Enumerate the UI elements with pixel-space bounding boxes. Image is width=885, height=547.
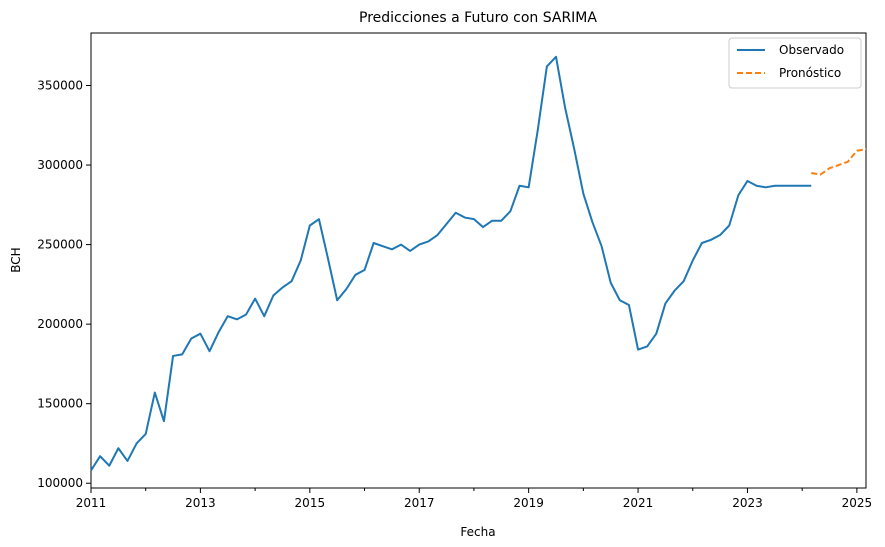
legend-label-observado: Observado <box>779 43 844 57</box>
x-tick-label: 2019 <box>513 496 544 510</box>
x-axis: 2011 2013 2015 2017 2019 2021 2023 2025 <box>76 488 872 510</box>
series-line-observado <box>90 55 812 472</box>
legend-label-pronostico: Pronóstico <box>779 66 841 80</box>
x-tick-label: 2023 <box>732 496 763 510</box>
x-tick-label: 2025 <box>842 496 873 510</box>
y-axis: 100000 150000 200000 250000 300000 350000 <box>37 79 91 490</box>
y-tick-label: 300000 <box>37 158 83 172</box>
x-tick-label: 2017 <box>404 496 435 510</box>
x-axis-label: Fecha <box>460 525 495 539</box>
y-tick-label: 150000 <box>37 397 83 411</box>
legend: Observado Pronóstico <box>728 37 862 89</box>
x-tick-label: 2021 <box>623 496 654 510</box>
y-tick-label: 250000 <box>37 238 83 252</box>
series-layer <box>90 55 867 472</box>
y-tick-label: 200000 <box>37 317 83 331</box>
y-tick-label: 100000 <box>37 476 83 490</box>
y-tick-label: 350000 <box>37 79 83 93</box>
plot-area <box>90 32 867 489</box>
x-tick-label: 2015 <box>295 496 326 510</box>
x-tick-label: 2011 <box>76 496 107 510</box>
chart-title: Predicciones a Futuro con SARIMA <box>359 10 597 26</box>
y-axis-label: BCH <box>9 247 23 272</box>
x-tick-label: 2013 <box>185 496 216 510</box>
series-line-pronostico <box>811 148 867 176</box>
